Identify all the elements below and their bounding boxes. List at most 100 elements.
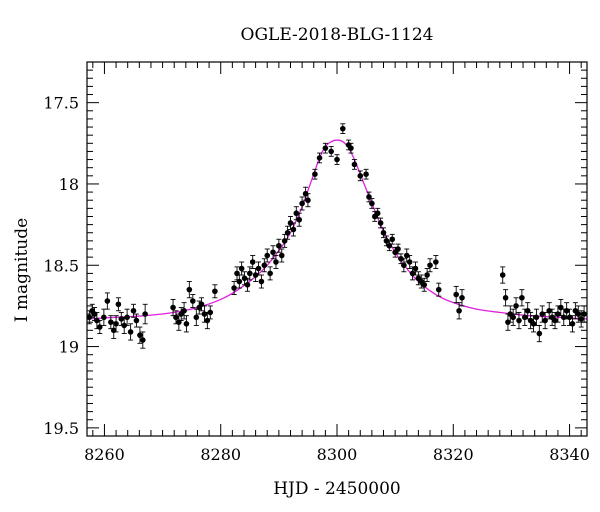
data-point: [459, 289, 465, 307]
point-marker: [542, 317, 548, 324]
point-marker: [181, 307, 187, 314]
data-point: [193, 308, 200, 326]
point-marker: [395, 246, 401, 252]
data-point: [276, 238, 282, 253]
data-point: [121, 316, 128, 335]
point-marker: [190, 298, 196, 304]
point-marker: [241, 275, 248, 282]
point-marker: [380, 229, 387, 236]
data-point: [427, 258, 433, 273]
point-marker: [389, 236, 396, 243]
data-point: [104, 292, 111, 310]
data-point: [273, 255, 279, 269]
point-marker: [363, 171, 369, 177]
data-point: [305, 193, 311, 208]
point-marker: [424, 272, 430, 278]
data-point: [284, 225, 291, 240]
data-point: [113, 315, 119, 333]
point-marker: [312, 171, 318, 177]
data-point: [293, 206, 300, 221]
data-point: [406, 255, 413, 269]
data-point: [328, 146, 334, 157]
data-point: [173, 310, 179, 325]
point-marker: [348, 145, 354, 151]
y-tick-label: 17.5: [43, 94, 79, 113]
axis-ticks-layer: [87, 61, 587, 437]
point-marker: [276, 242, 282, 249]
point-marker: [328, 148, 334, 155]
point-marker: [406, 259, 413, 265]
point-marker: [290, 226, 297, 233]
point-marker: [270, 249, 276, 256]
point-marker: [130, 307, 137, 314]
point-marker: [284, 229, 291, 236]
point-marker: [287, 220, 294, 226]
data-point: [290, 222, 297, 237]
data-point: [212, 284, 218, 299]
data-point: [261, 258, 268, 273]
point-marker: [435, 286, 442, 293]
data-point: [316, 152, 323, 164]
point-marker: [351, 161, 358, 168]
point-marker: [536, 330, 543, 337]
data-point: [383, 235, 390, 247]
point-marker: [137, 332, 143, 338]
data-point: [183, 315, 190, 333]
chart-title: OGLE-2018-BLG-1124: [241, 25, 434, 45]
data-point: [456, 302, 462, 320]
data-point: [510, 308, 516, 326]
data-point: [536, 324, 543, 343]
data-point: [115, 297, 122, 312]
point-marker: [252, 272, 259, 278]
point-marker: [121, 322, 128, 329]
data-point: [198, 297, 205, 312]
point-marker: [569, 321, 576, 327]
data-point: [363, 168, 369, 180]
point-marker: [453, 291, 459, 298]
data-point: [178, 307, 184, 321]
data-point: [513, 297, 519, 315]
point-marker: [207, 309, 214, 316]
data-point: [502, 289, 509, 307]
point-marker: [533, 314, 540, 321]
point-marker: [369, 200, 375, 207]
data-point: [334, 154, 340, 165]
point-marker: [502, 294, 509, 301]
point-marker: [305, 197, 311, 204]
point-marker: [519, 294, 525, 301]
point-marker: [127, 329, 134, 335]
point-marker: [267, 270, 273, 277]
y-tick-label: 19.5: [43, 419, 79, 438]
data-point: [142, 303, 148, 325]
point-marker: [124, 314, 130, 321]
data-point: [424, 268, 430, 282]
point-marker: [108, 319, 114, 325]
point-marker: [264, 252, 271, 259]
data-point: [351, 159, 358, 170]
point-marker: [374, 210, 381, 217]
data-point: [348, 142, 354, 154]
point-marker: [299, 200, 305, 207]
x-tick-label: 8340: [549, 445, 590, 464]
point-marker: [412, 265, 419, 272]
point-marker: [244, 281, 251, 288]
point-marker: [273, 259, 279, 265]
point-marker: [316, 155, 323, 161]
data-point: [569, 315, 576, 333]
data-point: [377, 217, 384, 229]
point-marker: [357, 173, 364, 179]
y-tick-label: 19: [59, 338, 79, 357]
data-point: [380, 227, 387, 239]
point-marker: [212, 288, 218, 295]
data-point: [238, 261, 245, 276]
data-point: [258, 274, 265, 289]
data-point: [86, 310, 93, 325]
y-axis-label: I magnitude: [12, 218, 32, 322]
data-point: [519, 289, 525, 307]
point-marker: [246, 270, 253, 277]
point-marker: [261, 262, 268, 269]
data-point: [435, 282, 442, 297]
point-marker: [296, 216, 303, 223]
data-point: [181, 302, 187, 320]
data-point: [287, 216, 294, 230]
